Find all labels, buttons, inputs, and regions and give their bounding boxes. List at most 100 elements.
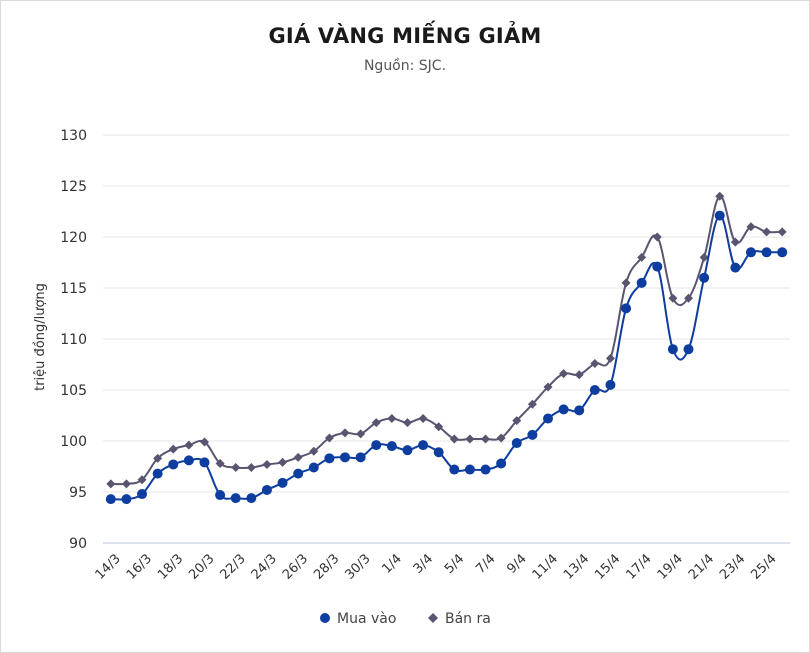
- x-tick-label: 28/3: [311, 551, 342, 582]
- data-point: [745, 247, 756, 258]
- data-point: [152, 468, 163, 479]
- x-tick-label: 11/4: [530, 551, 561, 582]
- data-point: [465, 434, 475, 444]
- data-point: [496, 433, 506, 443]
- x-tick-label: 19/4: [655, 551, 686, 582]
- data-point: [137, 489, 148, 500]
- data-point: [153, 453, 163, 463]
- data-point: [106, 479, 116, 489]
- x-tick-label: 5/4: [442, 551, 467, 576]
- data-point: [402, 418, 412, 428]
- x-tick-label: 26/3: [280, 551, 311, 582]
- y-tick-label: 110: [60, 332, 87, 348]
- y-tick-label: 120: [60, 230, 87, 246]
- y-tick-label: 130: [60, 128, 87, 144]
- x-tick-label: 3/4: [411, 551, 436, 576]
- data-point: [730, 237, 740, 247]
- data-point: [418, 414, 428, 424]
- data-point: [278, 457, 288, 467]
- data-point: [667, 344, 678, 355]
- data-point: [652, 232, 662, 242]
- data-point: [356, 429, 366, 439]
- data-point: [761, 247, 772, 258]
- data-point: [231, 463, 241, 473]
- data-point: [543, 382, 553, 392]
- data-point: [777, 227, 787, 237]
- x-tick-label: 17/4: [623, 551, 654, 582]
- data-point: [433, 447, 444, 458]
- data-point: [261, 484, 272, 495]
- data-point: [590, 358, 600, 368]
- data-point: [512, 416, 522, 426]
- data-point: [215, 458, 225, 468]
- data-point: [683, 344, 694, 355]
- data-point: [621, 303, 632, 314]
- data-point: [574, 405, 585, 416]
- chart-subtitle: Nguồn: SJC.: [363, 58, 447, 74]
- data-point: [230, 493, 241, 504]
- series-line: [110, 214, 783, 501]
- legend-label: Bán ra: [445, 611, 491, 627]
- x-tick-label: 22/3: [218, 551, 249, 582]
- data-point: [324, 453, 335, 464]
- data-point: [605, 353, 615, 363]
- data-point: [559, 369, 569, 379]
- y-tick-label: 95: [69, 485, 87, 501]
- data-point: [684, 293, 694, 303]
- data-point: [449, 434, 459, 444]
- data-point: [324, 433, 334, 443]
- data-point: [183, 455, 194, 466]
- data-point: [309, 446, 319, 456]
- data-point: [105, 494, 116, 505]
- y-axis-label: triệu đồng/lượng: [33, 283, 48, 391]
- x-tick-label: 13/4: [561, 551, 592, 582]
- data-point: [777, 247, 788, 258]
- data-point: [652, 261, 663, 272]
- data-point: [340, 428, 350, 438]
- data-point: [668, 293, 678, 303]
- data-point: [387, 414, 397, 424]
- data-point: [558, 404, 569, 415]
- legend-marker: [320, 613, 330, 623]
- data-point: [542, 413, 553, 424]
- y-axis: 90 95 100 105 110 115 120 125 130: [60, 128, 87, 552]
- x-tick-label: 24/3: [249, 551, 280, 582]
- legend-label: Mua vào: [337, 611, 396, 627]
- data-point: [730, 262, 741, 273]
- data-point: [699, 272, 710, 283]
- data-point: [246, 463, 256, 473]
- data-point: [293, 468, 304, 479]
- x-axis: 14/3 16/3 18/3 20/3 22/3 24/3 26/3 28/3 30/3 1/4 3…: [93, 551, 780, 582]
- data-point: [496, 458, 507, 469]
- x-tick-label: 9/4: [504, 551, 529, 576]
- series-layer: [105, 191, 788, 505]
- data-point: [355, 452, 366, 463]
- legend-marker: [428, 613, 438, 623]
- x-tick-label: 16/3: [124, 551, 155, 582]
- data-point: [199, 457, 210, 468]
- data-point: [277, 477, 288, 488]
- x-tick-label: 25/4: [748, 551, 779, 582]
- data-point: [621, 278, 631, 288]
- data-point: [168, 459, 179, 470]
- x-tick-label: 23/4: [717, 551, 748, 582]
- data-point: [137, 475, 147, 485]
- data-point: [527, 429, 538, 440]
- data-point: [636, 277, 647, 288]
- legend-item: Mua vào: [320, 611, 396, 627]
- x-tick-label: 21/4: [686, 551, 717, 582]
- data-point: [511, 438, 522, 449]
- series-mua-vao: [105, 210, 788, 505]
- y-tick-label: 115: [60, 281, 87, 297]
- data-point: [527, 399, 537, 409]
- data-point: [480, 464, 491, 475]
- legend: Mua vào Bán ra: [320, 611, 491, 627]
- grid-lines: [103, 134, 790, 544]
- data-point: [714, 210, 725, 221]
- series-ban-ra: [106, 191, 787, 489]
- data-point: [293, 452, 303, 462]
- data-point: [168, 444, 178, 454]
- data-point: [371, 418, 381, 428]
